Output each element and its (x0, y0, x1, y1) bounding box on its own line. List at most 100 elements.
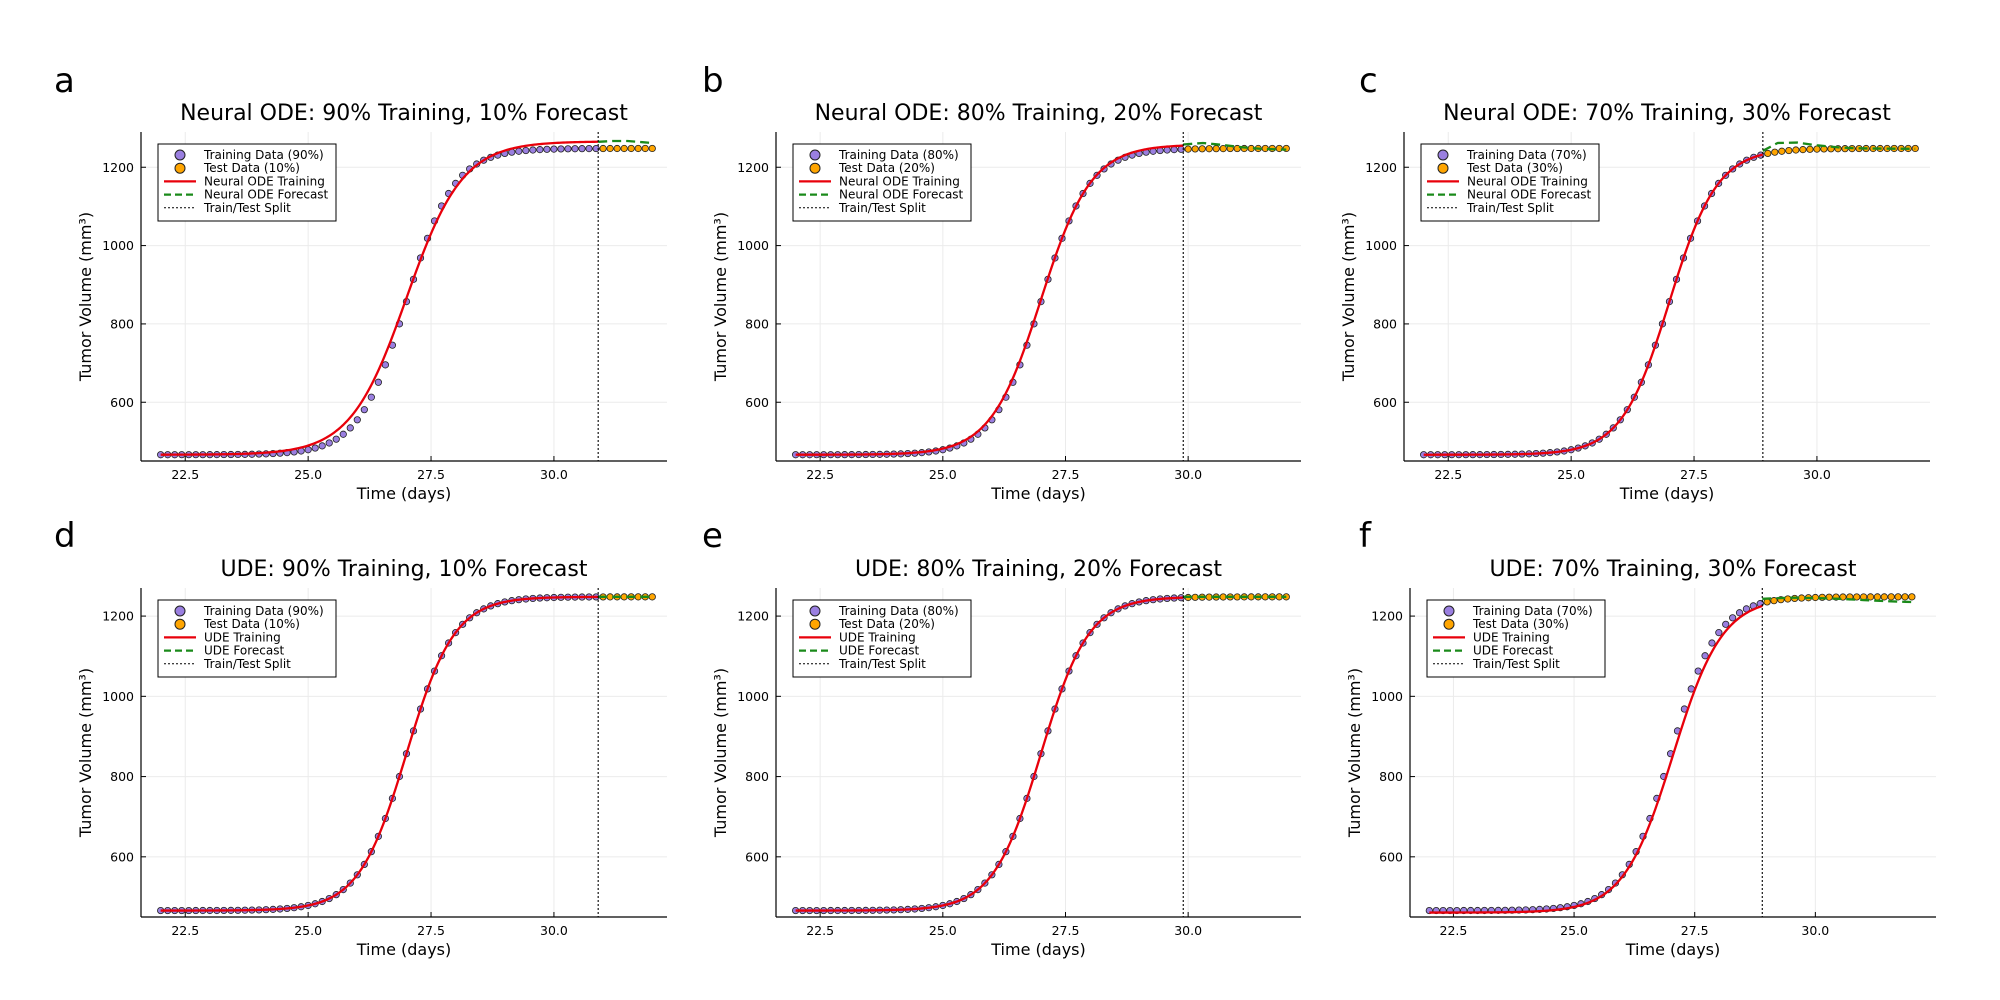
x-tick-label: 25.0 (1560, 923, 1588, 938)
y-axis-label: Tumor Volume (mm³) (76, 668, 95, 838)
legend-label: Test Data (20%) (838, 617, 935, 631)
training-point (325, 439, 333, 447)
test-point (1191, 145, 1199, 153)
y-tick-label: 1200 (737, 160, 769, 175)
x-tick-label: 30.0 (1803, 467, 1831, 482)
test-point (1784, 595, 1792, 603)
training-point (543, 145, 551, 153)
legend-label: Neural ODE Training (1467, 174, 1588, 188)
training-point (557, 145, 565, 153)
test-point (599, 144, 607, 153)
training-point (529, 146, 537, 154)
y-tick-label: 600 (110, 395, 134, 410)
panel-letter: c (1359, 61, 1378, 101)
x-tick-label: 22.5 (806, 467, 834, 482)
test-point (1785, 146, 1793, 155)
fit-line (160, 595, 599, 912)
x-tick-label: 25.0 (1557, 467, 1585, 482)
legend-marker-test (1437, 162, 1449, 174)
training-point (592, 144, 600, 153)
legend: Training Data (80%)Test Data (20%) Neural… (792, 143, 972, 222)
y-tick-label: 1200 (102, 609, 134, 624)
panel-d: d UDE: 90% Training, 10% Forecast 22.5 25.0… (54, 516, 667, 959)
panel-letter: b (702, 61, 724, 101)
test-point (1825, 593, 1833, 601)
y-tick-label: 600 (1379, 849, 1403, 864)
test-point (1198, 145, 1206, 153)
y-tick-label: 1200 (1371, 609, 1403, 624)
training-point (367, 393, 375, 401)
forecast-line (1183, 141, 1287, 151)
y-tick-label: 600 (1373, 395, 1397, 410)
test-point (606, 144, 614, 153)
legend-label: Test Data (30%) (1472, 617, 1569, 631)
legend-marker-test (1443, 618, 1455, 630)
legend-label: Train/Test Split (1466, 201, 1554, 215)
y-tick-label: 800 (1379, 769, 1403, 784)
test-point (1771, 148, 1779, 156)
x-tick-label: 25.0 (294, 467, 322, 482)
test-point (1813, 145, 1821, 153)
legend-box (792, 143, 972, 222)
legend-label: Training Data (80%) (838, 148, 959, 162)
fit-line (1429, 604, 1763, 914)
x-tick-label: 22.5 (806, 923, 834, 938)
legend-label: Train/Test Split (838, 657, 926, 671)
y-tick-label: 600 (745, 849, 769, 864)
x-tick-label: 25.0 (929, 467, 957, 482)
x-tick-label: 27.5 (417, 923, 445, 938)
legend-marker-test (809, 618, 821, 630)
training-point (332, 435, 340, 443)
training-point (339, 430, 347, 438)
legend-marker-training (1443, 605, 1455, 617)
legend-label: Neural ODE Forecast (839, 188, 964, 202)
legend-label: Test Data (10%) (203, 617, 300, 631)
test-point (1806, 145, 1814, 153)
training-point (515, 147, 523, 155)
test-point (1908, 593, 1916, 601)
x-tick-label: 30.0 (1174, 467, 1202, 482)
x-tick-label: 27.5 (1052, 467, 1080, 482)
training-point (1708, 639, 1716, 647)
legend-marker-training (809, 149, 821, 161)
panel-letter: a (54, 61, 75, 101)
legend-label: Test Data (20%) (838, 161, 935, 175)
test-point (1887, 593, 1895, 601)
x-tick-label: 30.0 (1801, 923, 1829, 938)
y-tick-label: 800 (745, 769, 769, 784)
x-tick-label: 27.5 (1052, 923, 1080, 938)
legend-label: Neural ODE Training (204, 174, 325, 188)
training-point (1729, 614, 1737, 622)
x-axis-label: Time (days) (356, 484, 452, 503)
training-point (353, 416, 361, 424)
panel-letter: e (702, 516, 723, 556)
y-tick-label: 1200 (1365, 160, 1397, 175)
y-tick-label: 1000 (737, 689, 769, 704)
plot-title: UDE: 80% Training, 20% Forecast (855, 557, 1222, 582)
x-tick-label: 22.5 (171, 923, 199, 938)
x-axis-label: Time (days) (1625, 940, 1721, 959)
legend-label: Train/Test Split (1472, 657, 1560, 671)
y-axis-label: Tumor Volume (mm³) (711, 212, 730, 382)
y-tick-label: 1200 (737, 609, 769, 624)
x-tick-label: 27.5 (417, 467, 445, 482)
y-axis-label: Tumor Volume (mm³) (1339, 212, 1358, 382)
training-point (578, 145, 586, 153)
plot-title: UDE: 90% Training, 10% Forecast (220, 557, 587, 582)
panel-letter: d (54, 516, 76, 556)
plot-title: Neural ODE: 70% Training, 30% Forecast (1443, 101, 1891, 126)
legend-marker-test (174, 618, 186, 630)
y-tick-label: 800 (110, 769, 134, 784)
x-axis-label: Time (days) (356, 940, 452, 959)
y-tick-label: 1200 (102, 160, 134, 175)
x-tick-label: 30.0 (540, 923, 568, 938)
plot-title: Neural ODE: 80% Training, 20% Forecast (815, 101, 1263, 126)
legend-label: Train/Test Split (838, 201, 926, 215)
x-tick-label: 30.0 (1174, 923, 1202, 938)
fit-line (795, 596, 1184, 912)
legend-box (157, 143, 337, 222)
legend-label: UDE Forecast (839, 644, 919, 658)
test-point (620, 144, 628, 153)
x-axis-label: Time (days) (990, 484, 1086, 503)
y-axis-label: Tumor Volume (mm³) (1345, 668, 1364, 838)
